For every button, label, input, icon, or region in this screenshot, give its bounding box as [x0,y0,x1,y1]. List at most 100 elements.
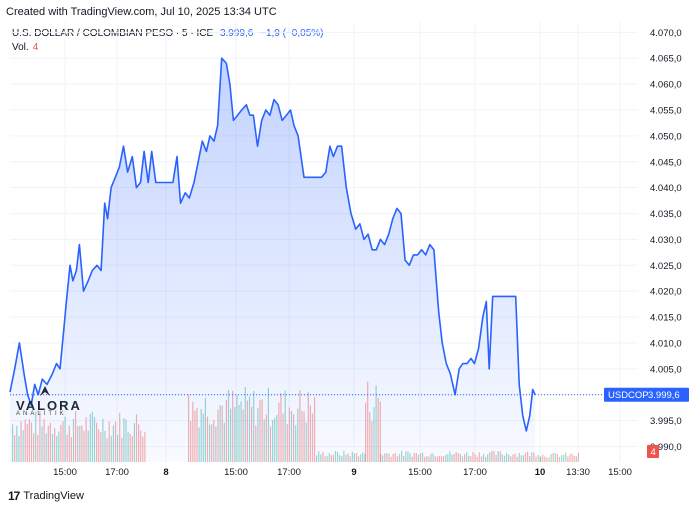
volume-bar [314,397,316,462]
volume-bar [125,419,127,462]
volume-bar [461,456,464,462]
volume-bar [108,421,110,462]
volume-bar [347,453,349,462]
volume-bar [272,420,274,462]
volume-bar [561,455,563,462]
volume-bar [276,415,278,462]
volume-tag-value: 4 [651,447,656,458]
volume-bar [419,453,422,462]
volume-bar [422,452,424,462]
volume-bar [324,456,326,462]
volume-bar [438,455,440,462]
volume-bar [267,387,269,462]
volume-bar [398,454,401,462]
volume-bar [485,456,487,462]
volume-bar [403,455,405,462]
price-tag-symbol: USDCOP [608,390,649,401]
volume-bar [375,385,377,462]
y-tick-label: 4.070,0 [650,28,682,39]
volume-bar [236,394,238,462]
volume-bar [328,453,330,462]
volume-bar [119,412,121,462]
x-tick-label: 17:00 [105,467,129,478]
volume-bar [45,433,47,462]
y-tick-label: 4.000,0 [650,390,682,401]
volume-bar [506,453,508,462]
volume-bar [102,418,104,462]
volume-bar [386,453,388,462]
volume-bar [253,390,255,462]
volume-bar [520,455,522,462]
volume-bar [508,454,510,462]
volume-bar [369,411,371,462]
volume-bar [251,406,253,462]
volume-bar [516,456,518,462]
volume-bar [58,431,60,462]
volume-bar [476,456,478,462]
y-tick-label: 4.035,0 [650,209,682,220]
volume-bar [428,456,430,462]
volume-tag-box [647,445,659,458]
volume-bar [482,454,485,462]
volume-bar [133,423,135,462]
volume-bar [188,394,190,462]
volume-bar [100,432,102,462]
volume-bar [371,421,373,462]
volume-bar [66,434,68,462]
volume-bar [390,456,392,462]
y-tick-label: 4.065,0 [650,54,682,65]
volume-bar [209,424,211,462]
y-tick-label: 4.015,0 [650,313,682,324]
volume-bar [290,410,293,462]
volume-bar [309,405,311,462]
volume-bar [459,453,461,462]
volume-bar [22,430,24,462]
volume-bar [215,426,217,462]
volume-bar [318,451,320,462]
volume-bar [83,430,85,462]
volume-bar [440,456,443,462]
volume-bar [470,456,472,462]
volume-bar [451,454,453,462]
y-tick-label: 4.040,0 [650,183,682,194]
volume-bar [384,453,386,462]
volume-bar [144,431,146,462]
volume-bar [396,456,398,462]
volume-bar [522,455,524,462]
volume-bar [464,454,466,462]
volume-bar [556,454,558,462]
volume-bar [305,422,307,462]
volume-bar [413,453,415,462]
volume-bar [60,424,62,462]
volume-bar [558,457,561,462]
volume-bar [142,436,144,462]
volume-bar [537,455,539,462]
symbol-title[interactable]: U.S. DOLLAR / COLOMBIAN PESO · 5 · ICE [12,28,214,39]
volume-bar [445,454,447,462]
volume-bar [190,420,192,462]
volume-bar [539,456,541,462]
volume-bar [552,452,554,462]
volume-bar [544,456,546,462]
tradingview-footer[interactable]: 17 TradingView [8,489,84,503]
volume-bar [225,400,227,462]
volume-bar [41,426,43,462]
volume-bar [16,425,18,462]
volume-bar [104,430,106,462]
volume-bar [330,455,332,462]
y-tick-label: 4.030,0 [650,235,682,246]
volume-bar [30,422,33,462]
tradingview-logo-icon: 17 [8,489,20,503]
volume-bar [540,456,542,462]
volume-bar [577,452,579,462]
volume-bar [567,456,569,462]
volume-bar [257,408,259,462]
volume-bar [194,410,196,462]
volume-bar [49,422,51,462]
volume-bar [497,451,499,462]
volume-bar [510,456,512,462]
volume-bar [345,454,347,462]
volume-bar [114,421,117,462]
volume-value: 4 [32,42,39,53]
